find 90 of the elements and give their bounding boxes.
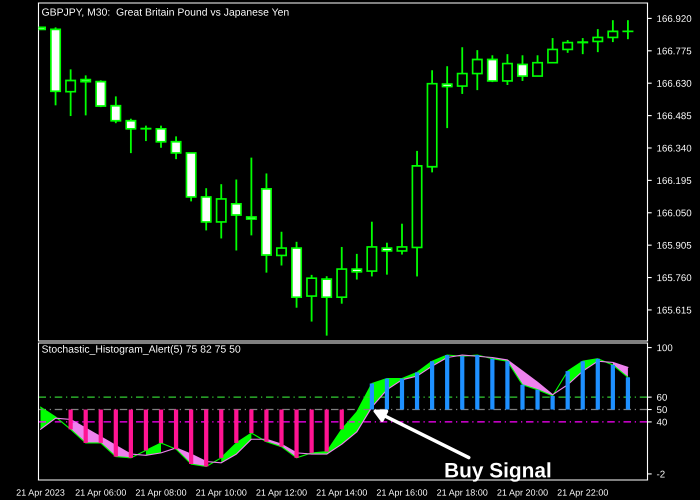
y-tick-label: 60	[657, 394, 667, 401]
bar	[340, 410, 344, 430]
bar	[505, 361, 510, 410]
bar	[400, 378, 404, 410]
candlestick	[577, 37, 588, 56]
candlestick	[456, 46, 468, 95]
candlestick	[156, 124, 167, 149]
candlestick	[381, 242, 392, 276]
candlestick	[592, 28, 604, 54]
bar	[310, 410, 314, 453]
candlestick	[306, 274, 318, 322]
x-tick-label: 21 Apr 06:00	[76, 489, 126, 498]
candlestick	[246, 156, 257, 236]
y-tick-label: 166.340	[657, 144, 692, 152]
bar	[68, 410, 73, 430]
y-tick-label: 165.760	[657, 274, 692, 282]
candlestick	[351, 252, 362, 280]
candlestick	[532, 54, 544, 77]
bar	[264, 410, 269, 442]
bar	[219, 410, 224, 458]
annotation: Buy Signal	[445, 462, 550, 482]
bar	[189, 410, 194, 464]
bar	[204, 410, 208, 466]
y-tick-label: 166.485	[657, 112, 692, 120]
candlestick	[607, 19, 618, 43]
bar	[520, 384, 525, 410]
y-tick-label: 166.050	[657, 210, 692, 216]
bar	[249, 410, 254, 434]
bar	[114, 410, 118, 457]
candlestick	[276, 230, 287, 266]
bar	[445, 355, 450, 410]
y-tick-label: 165.905	[657, 242, 692, 249]
x-tick-label: 21 Apr 08:00	[136, 489, 186, 498]
bar	[234, 410, 238, 443]
x-tick-label: 21 Apr 14:00	[316, 489, 367, 498]
candlestick	[140, 124, 152, 142]
x-tick-label: 21 Apr 20:00	[497, 489, 548, 498]
bar	[460, 356, 464, 410]
y-tick-label: 165.615	[657, 306, 692, 314]
bar	[279, 410, 284, 447]
bar	[490, 358, 494, 410]
bar	[610, 364, 615, 410]
candlestick	[562, 39, 574, 54]
candlestick	[170, 135, 182, 160]
y-tick-label: 40	[656, 418, 667, 426]
bar	[128, 410, 133, 458]
candlestick	[80, 74, 92, 116]
candlestick	[321, 275, 332, 337]
candlestick	[65, 68, 76, 117]
candlestick	[502, 53, 513, 86]
bar	[475, 355, 480, 410]
bar	[370, 384, 374, 410]
y-tick-label: 166.195	[657, 177, 692, 184]
x-tick-label: 21 Apr 10:00	[196, 489, 246, 498]
bar	[324, 410, 329, 452]
y-tick-label: 100	[657, 344, 672, 352]
y-tick-label: 50	[656, 406, 667, 414]
candlestick	[125, 118, 136, 154]
bar	[98, 410, 103, 443]
candlestick	[516, 54, 528, 82]
bar	[596, 358, 600, 410]
candlestick	[472, 49, 483, 92]
y-tick-label: 166.630	[657, 80, 692, 87]
x-tick-label: 21 Apr 18:00	[437, 489, 488, 498]
y-tick-label: 166.775	[657, 48, 692, 54]
bar	[535, 390, 540, 410]
bar	[580, 361, 585, 410]
x-tick-label: 21 Apr 2023	[16, 489, 64, 498]
bar	[294, 410, 299, 458]
bar	[174, 410, 178, 450]
candlestick	[216, 183, 227, 240]
candlestick	[110, 95, 122, 124]
bar	[550, 396, 555, 410]
candlestick	[442, 65, 453, 130]
x-tick-label: 21 Apr 16:00	[376, 489, 428, 498]
candlestick	[622, 19, 634, 40]
candlestick	[486, 54, 498, 83]
bar	[430, 361, 434, 410]
candlestick	[396, 222, 408, 256]
y-tick-label: 166.920	[657, 15, 692, 22]
bar	[84, 410, 88, 443]
x-tick-label: 21 Apr 12:00	[256, 489, 307, 498]
x-tick-label: 21 Apr 22:00	[558, 489, 608, 498]
y-tick-label: -2	[656, 470, 665, 478]
bar	[566, 371, 570, 410]
chart-title: Stochastic_Histogram_Alert(5) 75 82 75 50	[42, 345, 240, 355]
bar	[414, 372, 420, 410]
chart-title: GBPJPY, M30: Great Britain Pound vs Japanese Yen	[42, 8, 289, 18]
candlestick	[547, 37, 558, 64]
candlestick	[230, 178, 242, 252]
